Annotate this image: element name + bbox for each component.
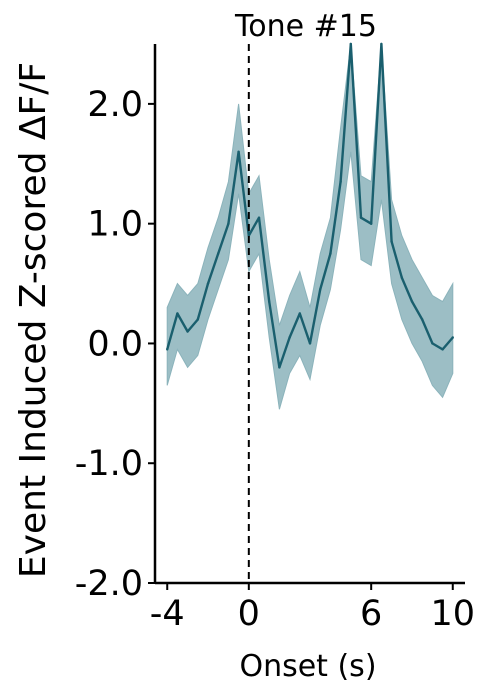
x-tick-label: 6 <box>360 594 382 634</box>
data-point <box>298 312 301 315</box>
data-point <box>227 222 230 225</box>
data-point <box>217 252 220 255</box>
data-point <box>431 342 434 345</box>
data-point <box>176 312 179 315</box>
y-axis-title: Event Induced Z-scored ΔF/F <box>13 62 54 578</box>
chart-title: Tone #15 <box>234 9 377 44</box>
x-axis-title: Onset (s) <box>239 649 376 684</box>
data-point <box>390 240 393 243</box>
data-point <box>451 336 454 339</box>
x-tick-label: -4 <box>150 594 185 634</box>
data-point <box>359 216 363 219</box>
y-tick-label: -1.0 <box>75 444 143 484</box>
plot-area <box>166 42 454 583</box>
data-point <box>421 318 424 321</box>
data-point <box>441 348 444 351</box>
confidence-band <box>166 43 454 410</box>
data-point <box>339 180 342 183</box>
data-point <box>278 366 281 369</box>
data-point <box>400 276 403 279</box>
data-point <box>237 150 240 153</box>
axis-ticks: -4 0 6 10 -2.0 -1.0 0.0 1.0 2.0 <box>75 85 475 634</box>
data-point <box>319 288 322 291</box>
data-point <box>370 222 373 225</box>
x-tick-label: 0 <box>238 594 260 634</box>
data-point <box>308 342 312 345</box>
data-point <box>166 348 169 351</box>
y-tick-label: 1.0 <box>87 205 143 245</box>
y-tick-label: 0.0 <box>87 324 143 364</box>
data-point <box>196 318 199 321</box>
data-point <box>206 282 210 285</box>
data-point <box>288 336 291 339</box>
data-point <box>410 300 414 303</box>
y-tick-label: -2.0 <box>75 564 143 604</box>
data-point <box>268 300 271 303</box>
data-point <box>349 42 352 46</box>
x-tick-label: 10 <box>430 594 475 634</box>
data-point <box>380 42 383 46</box>
y-tick-label: 2.0 <box>87 85 143 125</box>
data-point <box>329 252 332 255</box>
data-point <box>257 216 261 219</box>
data-point <box>186 330 189 333</box>
